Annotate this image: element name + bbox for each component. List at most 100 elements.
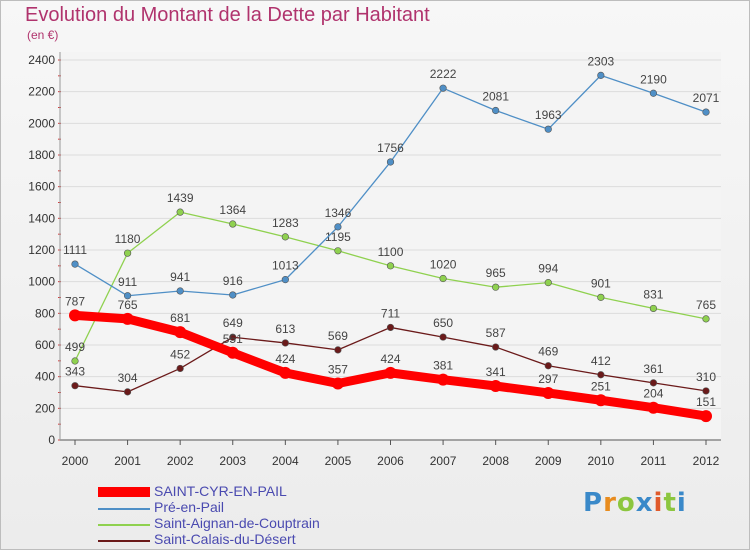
data-label: 965 xyxy=(486,266,506,280)
unit-label: (en €) xyxy=(27,28,59,42)
data-point xyxy=(702,315,710,323)
data-point xyxy=(281,233,289,241)
data-label: 1180 xyxy=(115,232,141,246)
data-label: 551 xyxy=(223,332,243,346)
legend-label: Saint-Aignan-de-Couptrain xyxy=(154,515,320,531)
data-point xyxy=(71,357,79,365)
data-label: 424 xyxy=(380,352,400,366)
data-point xyxy=(439,333,447,341)
data-point xyxy=(121,312,134,325)
data-label: 1100 xyxy=(378,245,404,259)
legend-label: Saint-Calais-du-Désert xyxy=(154,531,296,547)
y-tick-label: 1400 xyxy=(28,211,55,225)
data-label: 994 xyxy=(538,262,558,276)
data-point xyxy=(649,379,658,387)
y-tick-label: 800 xyxy=(35,306,55,320)
logo-letter: x xyxy=(635,488,654,518)
data-point xyxy=(597,371,605,379)
data-point xyxy=(226,346,239,359)
proxiti-logo: Proxiti xyxy=(583,488,687,518)
data-label: 297 xyxy=(538,372,558,386)
data-point xyxy=(229,291,237,299)
data-label: 424 xyxy=(275,352,295,366)
x-tick-label: 2005 xyxy=(325,454,352,468)
legend-label: Pré-en-Pail xyxy=(154,499,225,515)
data-label: 1439 xyxy=(167,191,194,205)
data-label: 381 xyxy=(433,359,453,373)
data-point xyxy=(439,274,447,283)
data-label: 341 xyxy=(486,365,506,379)
y-tick-label: 1000 xyxy=(28,275,55,289)
data-point xyxy=(69,309,81,322)
data-label: 204 xyxy=(643,387,663,401)
data-point xyxy=(647,401,660,414)
data-label: 1013 xyxy=(272,259,299,273)
x-tick-label: 2007 xyxy=(430,454,457,468)
data-point xyxy=(492,283,500,291)
data-label: 1963 xyxy=(535,108,562,122)
x-tick-label: 2009 xyxy=(535,454,562,468)
x-tick-label: 2004 xyxy=(272,454,299,468)
data-label: 310 xyxy=(696,370,716,384)
x-tick-label: 2010 xyxy=(587,454,614,468)
data-point xyxy=(334,247,342,255)
data-label: 587 xyxy=(486,326,506,340)
data-point xyxy=(229,220,237,228)
data-label: 711 xyxy=(381,306,400,320)
data-point xyxy=(123,388,132,396)
data-label: 2190 xyxy=(640,72,667,86)
data-point xyxy=(702,108,710,116)
data-point xyxy=(489,380,502,393)
data-point xyxy=(334,346,342,354)
data-label: 787 xyxy=(65,294,85,308)
data-point xyxy=(334,223,342,231)
data-point xyxy=(492,343,500,351)
data-label: 650 xyxy=(433,316,453,330)
data-point xyxy=(702,387,710,395)
legend-label: SAINT-CYR-EN-PAIL xyxy=(154,483,287,499)
data-point xyxy=(386,262,395,270)
data-point xyxy=(384,366,397,379)
data-label: 452 xyxy=(170,347,190,361)
data-label: 649 xyxy=(223,316,243,330)
x-tick-label: 2001 xyxy=(114,454,141,468)
data-label: 765 xyxy=(118,298,138,312)
data-point xyxy=(281,276,289,284)
data-point xyxy=(123,249,132,257)
data-point xyxy=(597,293,605,301)
data-label: 151 xyxy=(696,395,716,409)
data-label: 2222 xyxy=(430,67,457,81)
data-label: 681 xyxy=(170,311,190,325)
data-point xyxy=(176,287,184,295)
y-tick-label: 400 xyxy=(35,370,55,384)
y-tick-label: 600 xyxy=(35,338,55,352)
data-label: 613 xyxy=(275,322,295,336)
x-tick-label: 2003 xyxy=(219,454,246,468)
x-tick-label: 2006 xyxy=(377,454,404,468)
logo-letter: i xyxy=(676,488,687,518)
data-label: 831 xyxy=(643,287,663,301)
data-point xyxy=(176,364,184,373)
y-tick-label: 200 xyxy=(35,401,55,415)
x-tick-label: 2000 xyxy=(62,454,89,468)
x-tick-label: 2008 xyxy=(482,454,509,468)
data-label: 1020 xyxy=(430,258,457,272)
data-label: 499 xyxy=(65,340,85,354)
logo-letter: i xyxy=(653,488,664,518)
data-point xyxy=(331,377,344,390)
data-point xyxy=(700,410,712,423)
data-point xyxy=(281,339,289,347)
data-point xyxy=(71,382,79,390)
data-label: 2081 xyxy=(482,90,509,104)
data-point xyxy=(176,208,184,216)
data-label: 343 xyxy=(65,365,85,379)
data-label: 1111 xyxy=(63,243,87,257)
data-label: 1283 xyxy=(272,216,299,230)
legend-swatch xyxy=(98,487,150,497)
x-tick-label: 2002 xyxy=(167,454,194,468)
data-label: 941 xyxy=(170,270,190,284)
data-point xyxy=(649,89,658,97)
data-label: 2303 xyxy=(587,54,614,68)
y-tick-label: 2200 xyxy=(28,85,55,99)
